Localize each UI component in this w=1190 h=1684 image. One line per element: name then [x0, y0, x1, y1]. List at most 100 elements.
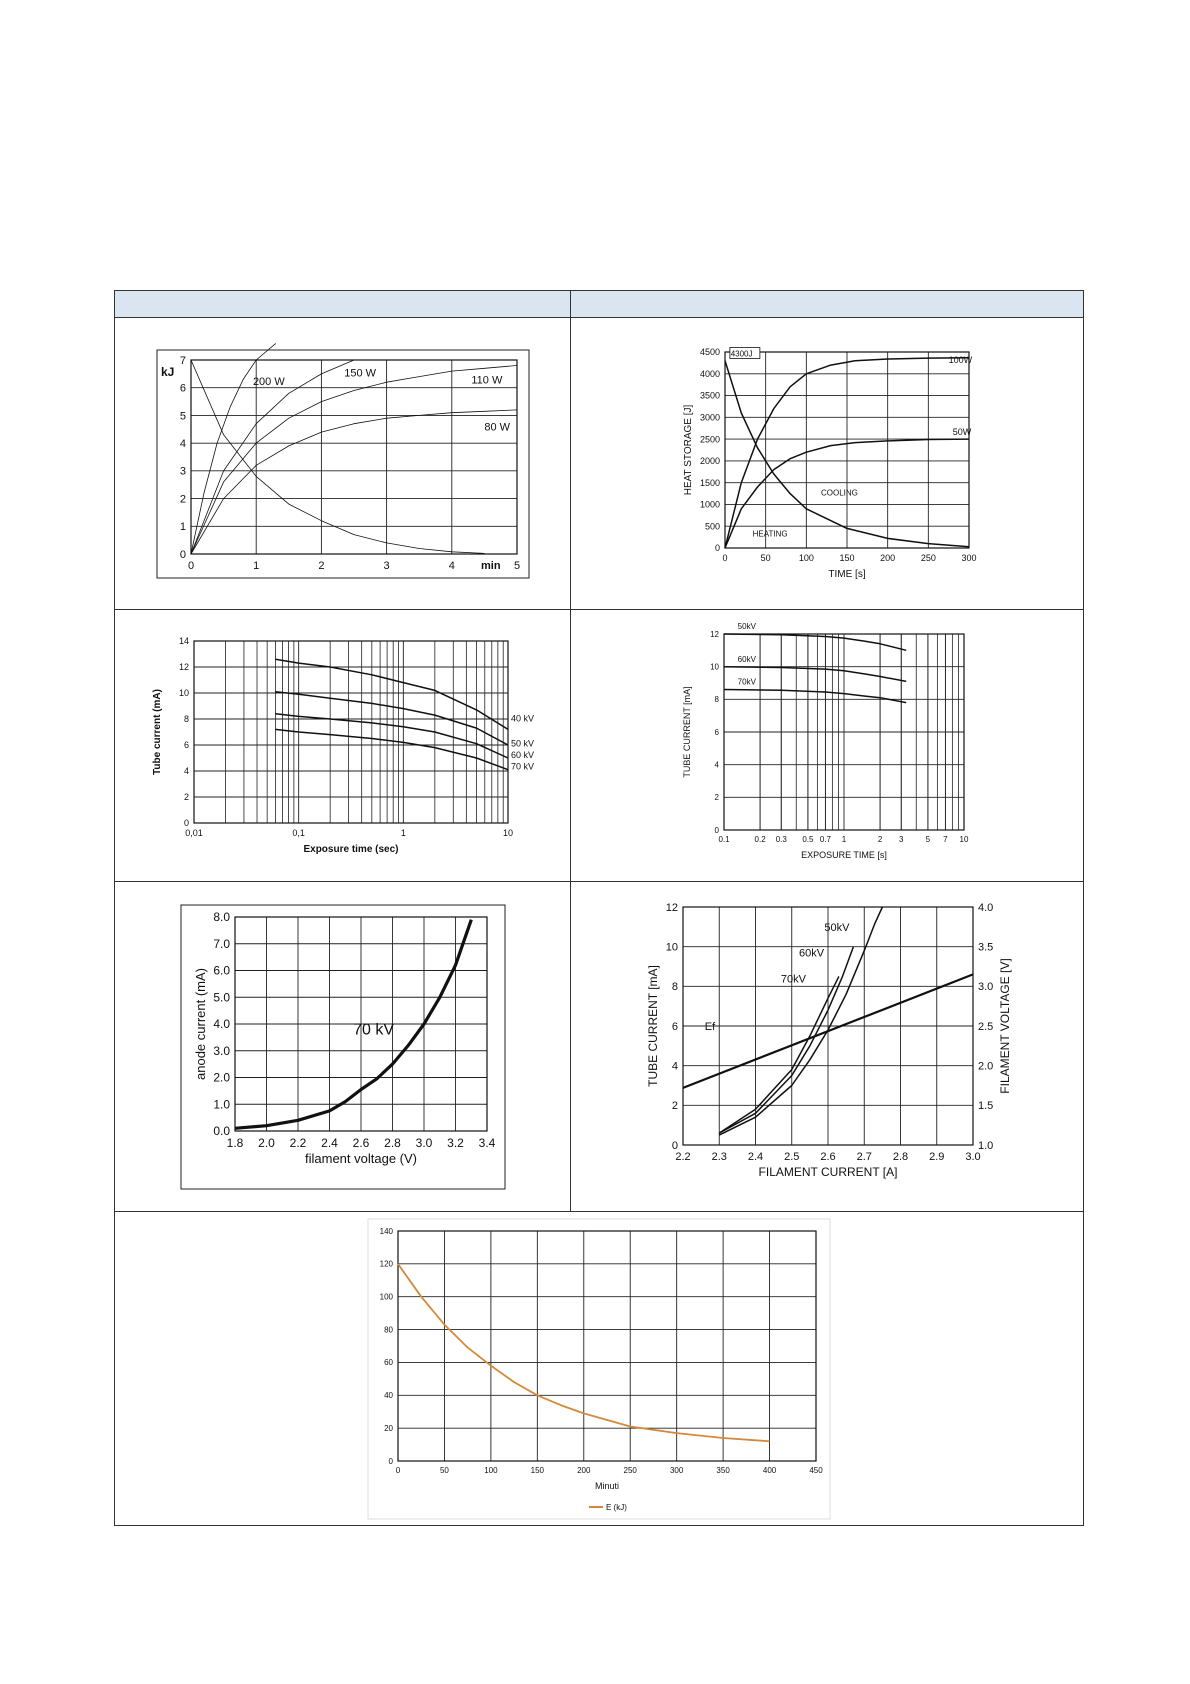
x-tick-label: 0,1: [292, 828, 305, 838]
y2-tick-label: 1.5: [978, 1100, 993, 1112]
y-axis-label: TUBE CURRENT [mA]: [682, 686, 692, 777]
series-label: 60kV: [738, 654, 757, 663]
x-axis-unit: min: [481, 560, 501, 572]
y-tick-label: 2: [672, 1100, 678, 1112]
y-tick-label: 2.0: [213, 1070, 230, 1084]
y-tick-label: 0: [179, 548, 185, 560]
x-tick-label: 300: [961, 553, 976, 563]
x-tick-label: 50: [761, 553, 771, 563]
x-tick-label: 3: [899, 835, 904, 844]
series-label: 50kV: [824, 921, 850, 933]
plot-area: [192, 639, 509, 824]
y-tick-label: 12: [666, 901, 678, 913]
series-line-50W: [724, 437, 970, 548]
chart-cooling-curve: 0 50 100 150 200 250 300 350 400 450 0 20 40 60 80 100 1…: [367, 1218, 831, 1519]
x-tick-label: 100: [484, 1466, 498, 1475]
y-tick-label: 6: [179, 382, 185, 394]
series-line-80-W: [190, 409, 517, 554]
x-tick-label: 250: [921, 553, 936, 563]
y-tick-label: 10: [710, 662, 719, 671]
header-left: [114, 290, 571, 318]
y-tick-label: 2: [183, 792, 188, 802]
y-tick-label: 3.0: [213, 1043, 230, 1057]
y-axis-label: HEAT STORAGE [J]: [683, 404, 694, 495]
series-line-curve-4: [190, 359, 484, 554]
plot-area: [189, 358, 518, 555]
y-tick-label: 4: [715, 760, 720, 769]
cell-tube-current-exposure-2: 0.1 0.2 0.3 0.5 0.7 1 2 3 5 7 10 0 2 4 6 8 10 12 EXPOSURE …: [570, 609, 1084, 882]
y-tick-label: 100: [380, 1292, 394, 1301]
y-tick-label: 0: [389, 1456, 394, 1465]
series-line-curve-0: [234, 918, 473, 1130]
series-line-70kV: [723, 688, 907, 703]
y-tick-label: 8: [672, 981, 678, 993]
y-tick-label: 0: [715, 825, 720, 834]
x-tick-label: 250: [624, 1466, 638, 1475]
series-line-50-kV: [274, 690, 508, 746]
series-label: 150 W: [344, 367, 376, 379]
y2-tick-label: 4.0: [978, 901, 993, 913]
y-tick-label: 6.0: [213, 963, 230, 977]
y-tick-label: 8: [183, 714, 188, 724]
series-line-70kV: [718, 975, 840, 1134]
y-tick-label: 1500: [700, 477, 720, 487]
y-tick-label: 7.0: [213, 936, 230, 950]
annotation-heating: HEATING: [753, 529, 788, 538]
cell-energy-curves: 0 1 2 3 4 5 0 1 2 3 4 5 6 7 kJ min 200 W 150 W 110 W 80 W: [114, 317, 571, 610]
y-axis-label: anode current (mA): [193, 968, 208, 1080]
x-tick-label: 3.4: [478, 1136, 495, 1150]
series-label: 60 kV: [511, 750, 534, 760]
x-tick-label: 5: [926, 835, 931, 844]
y-tick-label: 2: [179, 493, 185, 505]
y-tick-label: 4500: [700, 347, 720, 357]
y-tick-label: 2: [715, 793, 720, 802]
series-line-40-kV: [274, 657, 508, 730]
x-tick-label: 1: [842, 835, 847, 844]
series-line-110-W: [190, 364, 517, 554]
x-tick-label: 0: [187, 560, 193, 572]
series-label: 80 W: [484, 421, 510, 433]
y-tick-label: 20: [384, 1423, 393, 1432]
x-tick-label: 2: [318, 560, 324, 572]
y-tick-label: 14: [178, 636, 188, 646]
y-tick-label: 3: [179, 465, 185, 477]
charts-table: 0 1 2 3 4 5 0 1 2 3 4 5 6 7 kJ min 200 W 150 W 110 W 80 W 0…: [114, 290, 1084, 1526]
series-line-E-(kJ): [397, 1262, 770, 1442]
y-tick-label: 1000: [700, 499, 720, 509]
y-tick-label: 80: [384, 1325, 393, 1334]
cell-filament: 2.2 2.3 2.4 2.5 2.6 2.7 2.8 2.9 3.0 0 2 4 6 8 10 12 1.0 1…: [570, 881, 1084, 1212]
y-tick-label: 7: [179, 354, 185, 366]
y-tick-label: 60: [384, 1358, 393, 1367]
x-tick-label: 2: [878, 835, 883, 844]
series-label: 110 W: [471, 374, 503, 386]
x-tick-label: 300: [670, 1466, 684, 1475]
x-tick-label: 10: [960, 835, 969, 844]
cell-anode-current: 1.8 2.0 2.2 2.4 2.6 2.8 3.0 3.2 3.4 0.0 1.0 2.0 3.0 4…: [114, 881, 571, 1212]
y-tick-label: 12: [710, 629, 719, 638]
series-line-50kV: [723, 632, 907, 651]
x-tick-label: 400: [763, 1466, 777, 1475]
x-axis-label: Exposure time (sec): [303, 844, 398, 855]
cell-heat-storage: 0 50 100 150 200 250 300 0 500 1000 1500 2000 2500 30…: [570, 317, 1084, 610]
y-tick-label: 40: [384, 1391, 393, 1400]
header-right: [570, 290, 1084, 318]
y-tick-label: 0: [183, 818, 188, 828]
series-label: 70 kV: [511, 761, 534, 771]
y-tick-label: 0: [672, 1139, 678, 1151]
y-tick-label: 2500: [700, 434, 720, 444]
x-axis-label: filament voltage (V): [305, 1151, 417, 1166]
x-tick-label: 2.2: [675, 1151, 690, 1163]
chart-frame: [367, 1218, 831, 1519]
series-line-60-kV: [274, 712, 508, 759]
y-tick-label: 6: [183, 740, 188, 750]
x-tick-label: 5: [513, 560, 519, 572]
y-tick-label: 1: [179, 521, 185, 533]
x-tick-label: 3: [383, 560, 389, 572]
y2-tick-label: 3.0: [978, 981, 993, 993]
series-line-60kV: [723, 665, 907, 682]
y-tick-label: 8: [715, 695, 720, 704]
y2-tick-label: 1.0: [978, 1139, 993, 1151]
x-tick-label: 50: [440, 1466, 449, 1475]
x-tick-label: 7: [943, 835, 948, 844]
x-tick-label: 4: [448, 560, 454, 572]
